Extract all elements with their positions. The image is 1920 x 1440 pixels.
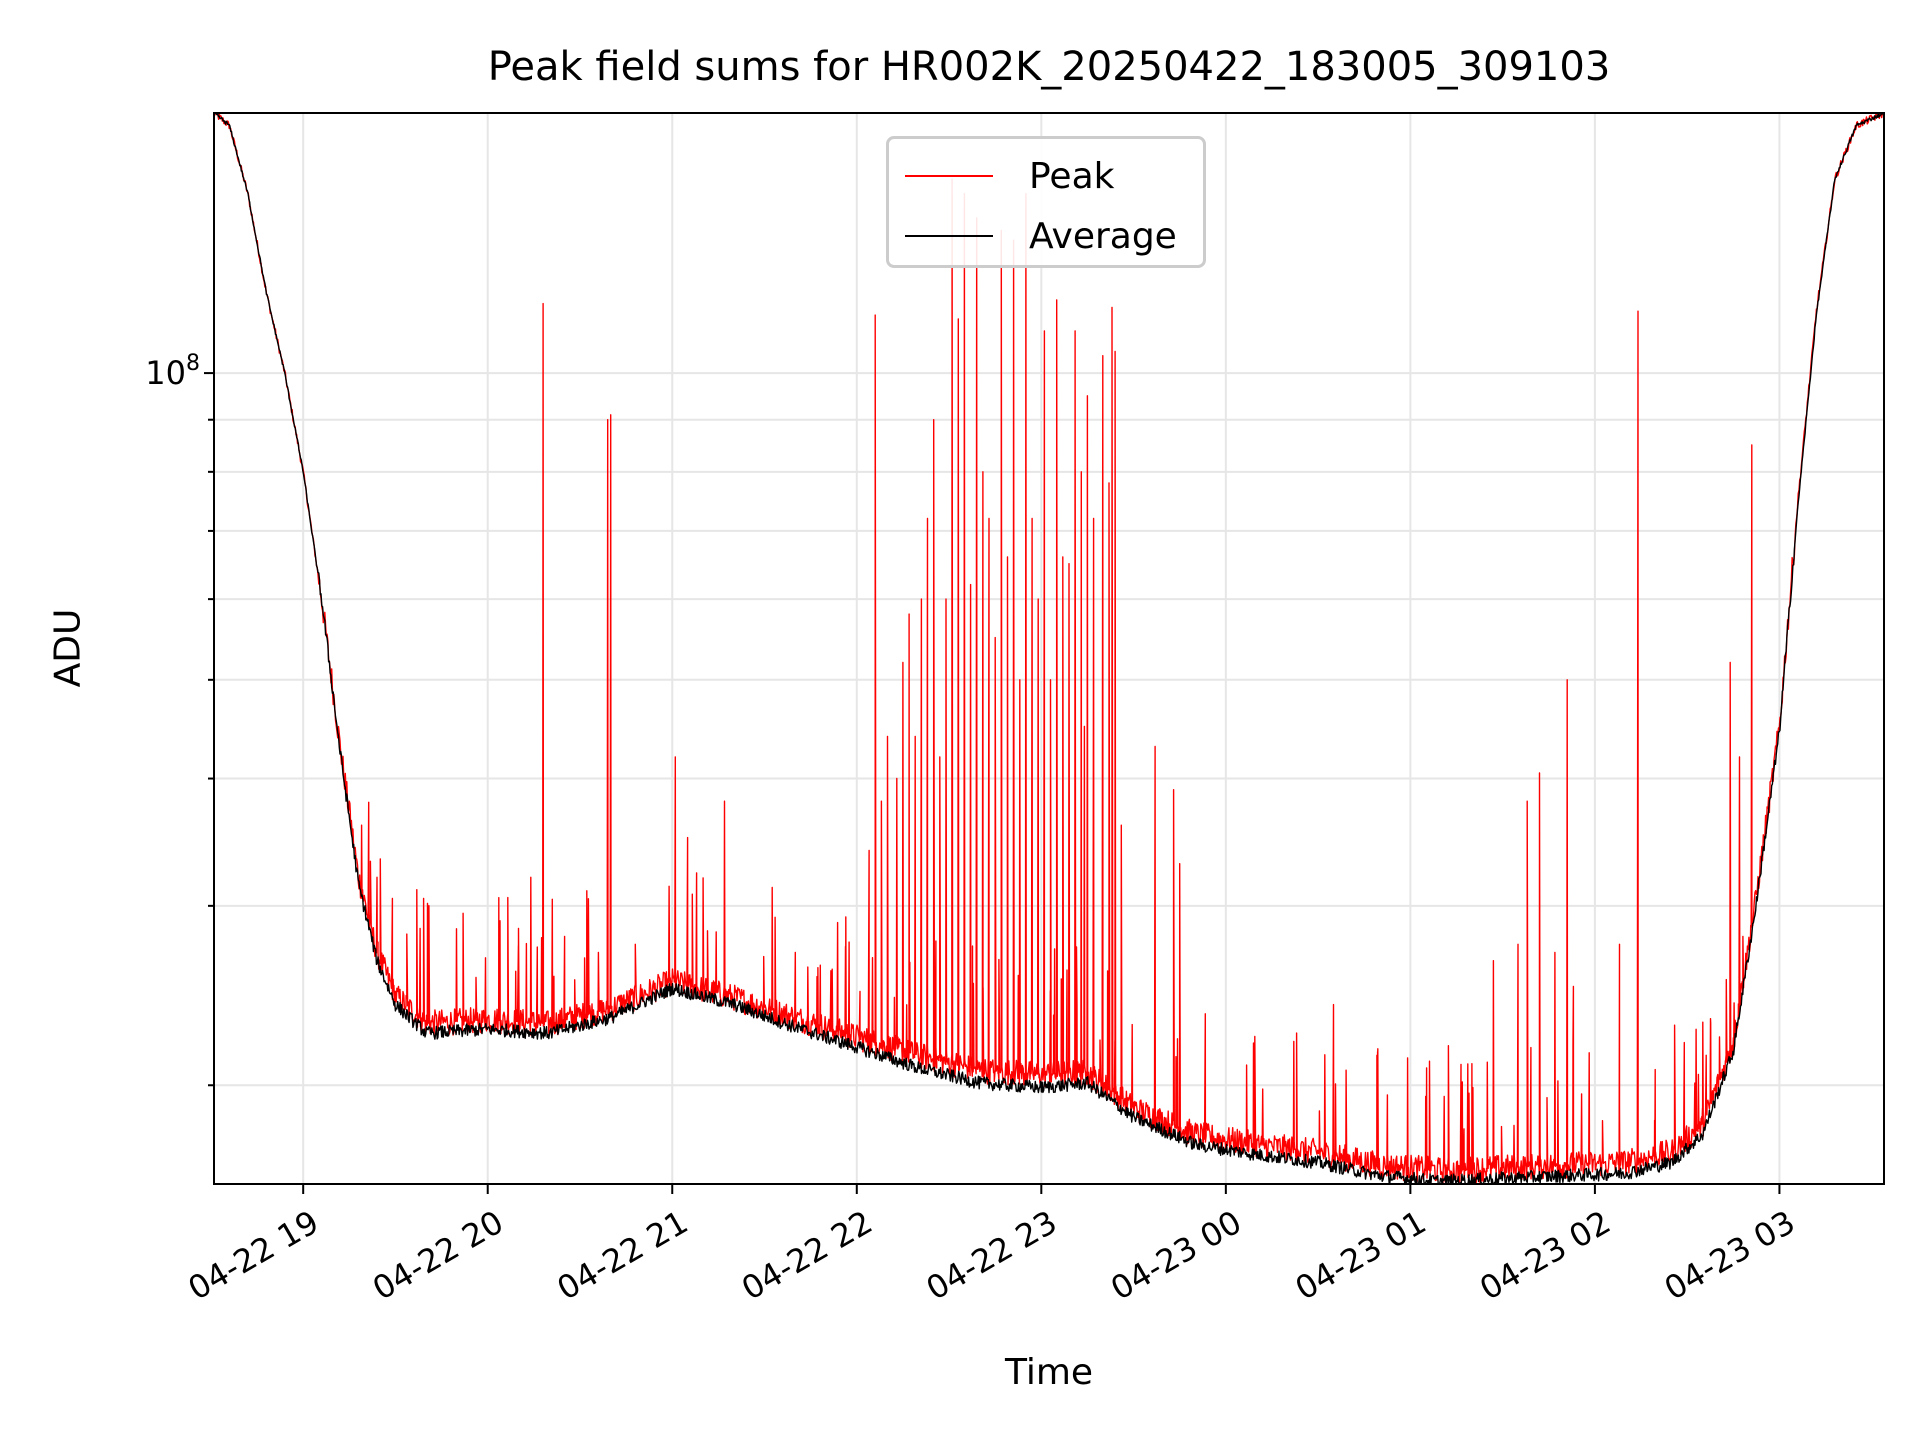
series-layer	[214, 113, 1884, 1184]
legend-label-average: Average	[1029, 215, 1177, 257]
x-tick-label: 04-22 19	[182, 1203, 326, 1308]
axes-frame	[213, 112, 1885, 1185]
x-tick-label: 04-22 20	[366, 1203, 510, 1308]
x-tick-label: 04-23 00	[1104, 1203, 1248, 1308]
y-tick-label: 108	[145, 351, 200, 392]
y-axis-label: ADU	[47, 608, 89, 688]
x-tick-label: 04-23 01	[1289, 1203, 1433, 1308]
x-tick-label: 04-22 23	[920, 1203, 1064, 1308]
series-line-average	[214, 113, 1884, 1184]
x-tick-label: 04-22 21	[551, 1203, 695, 1308]
x-tick-label: 04-22 22	[735, 1203, 879, 1308]
series-line-peak	[214, 113, 1884, 1184]
legend-entry-average: Average	[905, 211, 1177, 261]
legend-swatch-average	[905, 235, 993, 237]
legend-swatch-peak	[905, 175, 993, 177]
legend: Peak Average	[886, 136, 1206, 268]
x-tick-label: 04-23 02	[1473, 1203, 1617, 1308]
legend-label-peak: Peak	[1029, 155, 1115, 197]
x-axis-label: Time	[1004, 1352, 1094, 1393]
x-tick-label: 04-23 03	[1658, 1203, 1802, 1308]
legend-entry-peak: Peak	[905, 151, 1114, 201]
chart-title: Peak field sums for HR002K_20250422_1830…	[487, 44, 1611, 90]
